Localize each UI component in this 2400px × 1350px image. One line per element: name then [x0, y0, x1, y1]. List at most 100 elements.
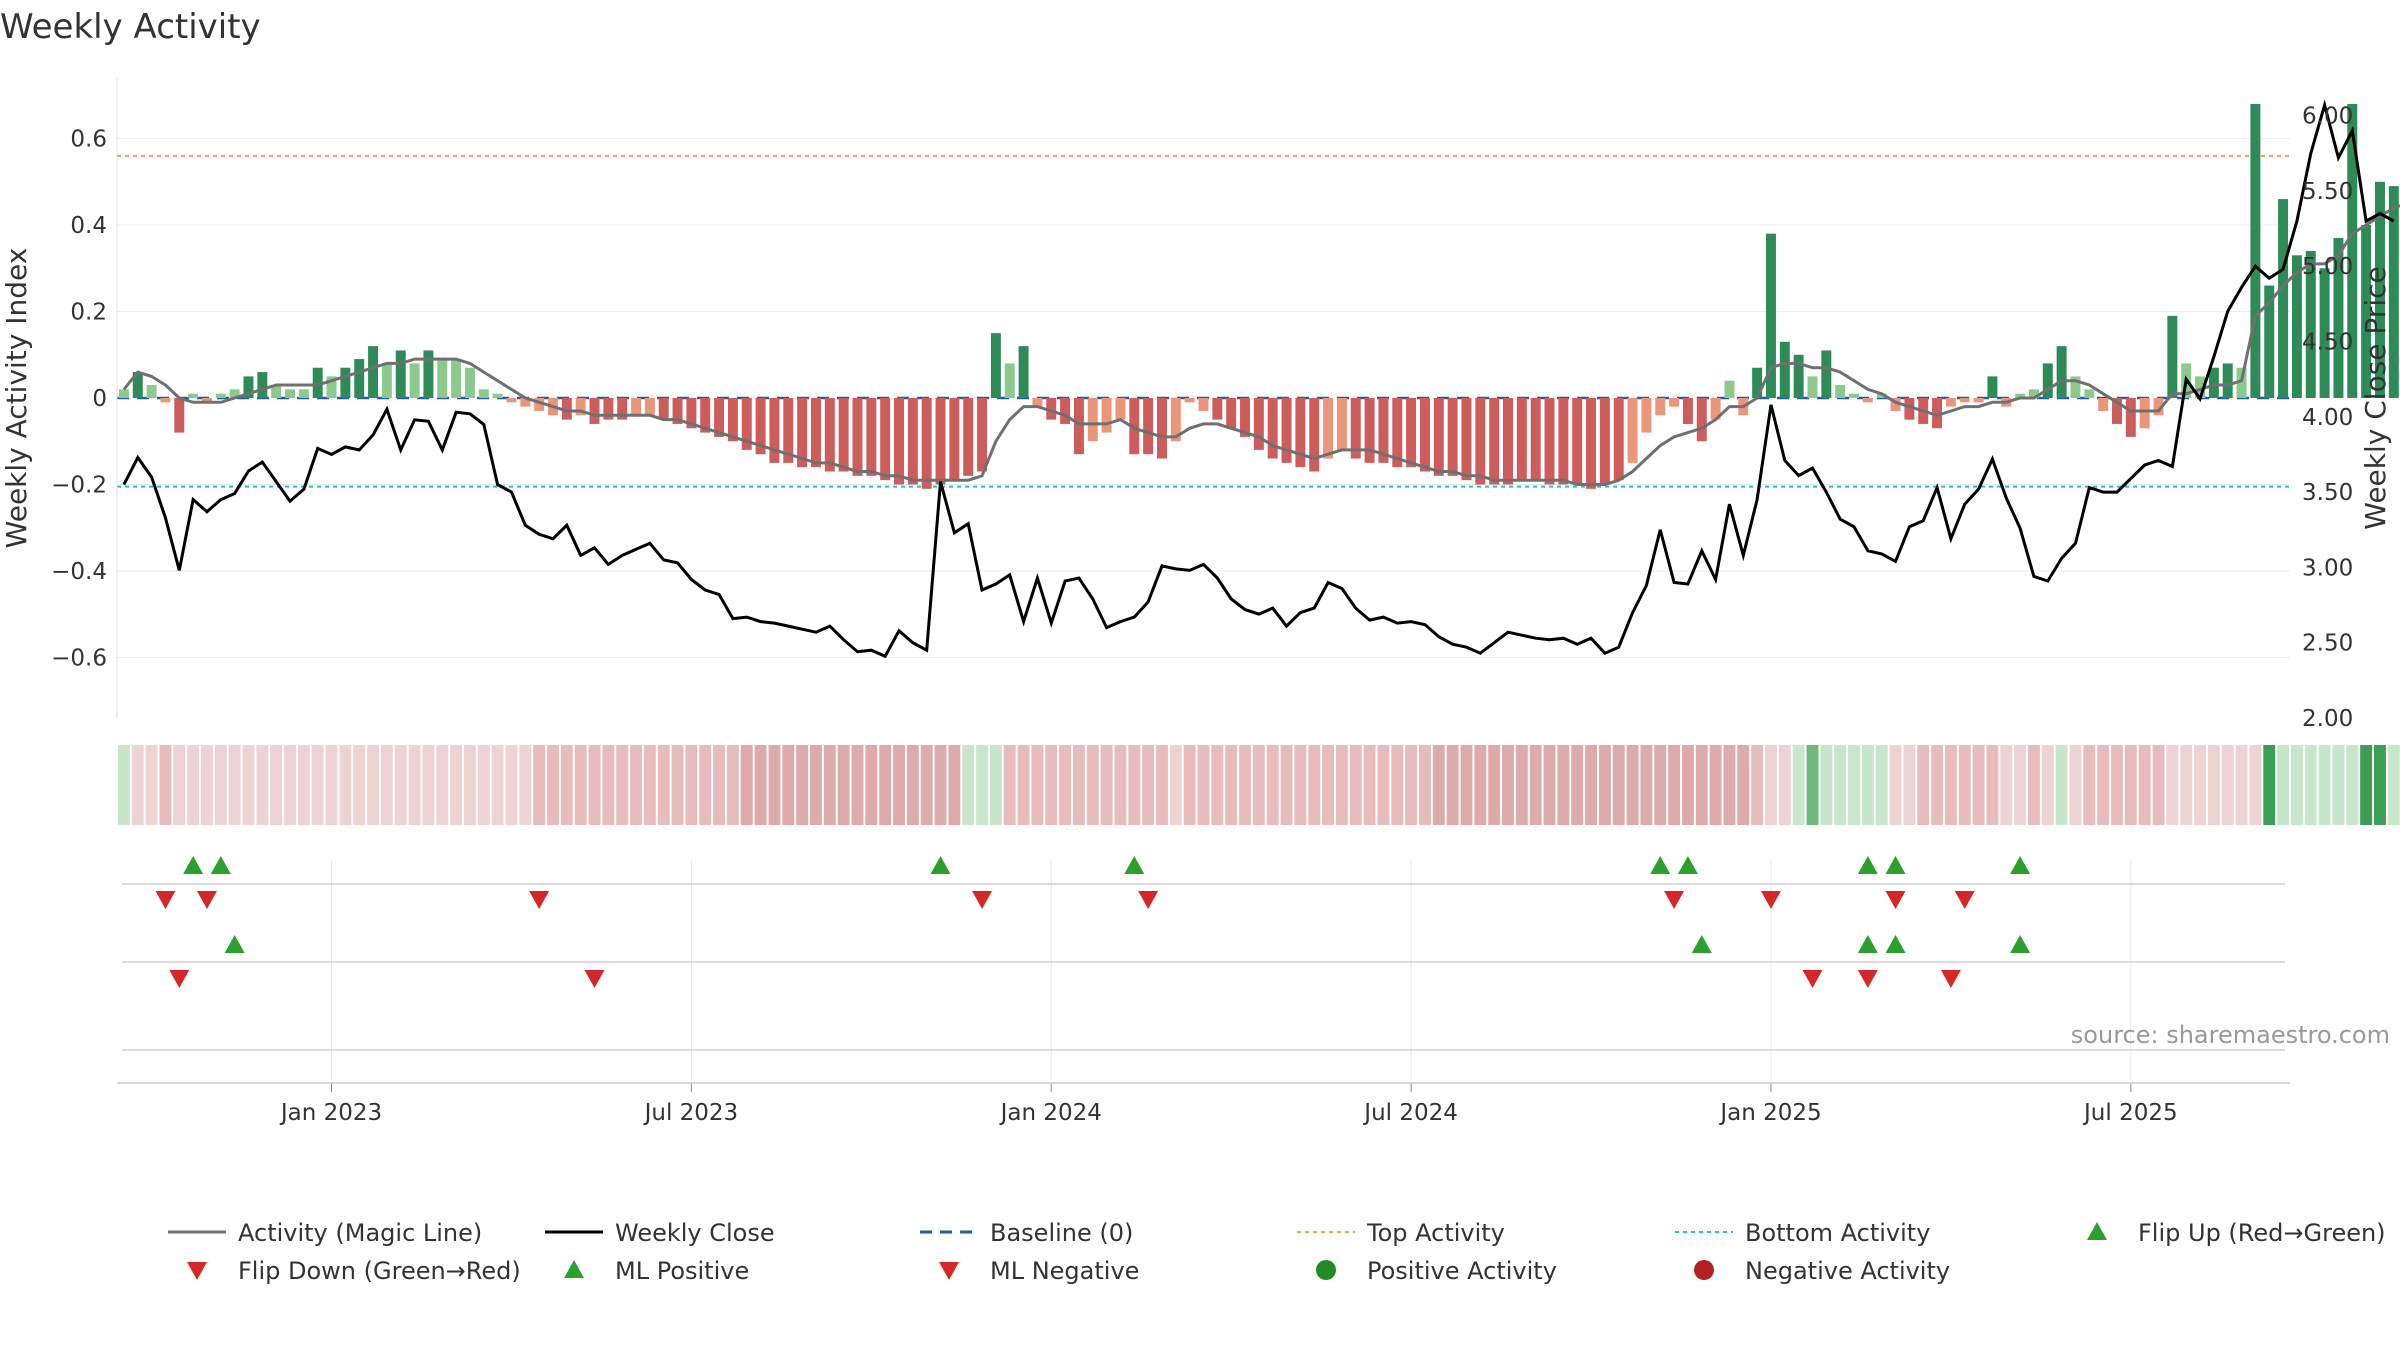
activity-bar — [1876, 393, 1887, 398]
ribbon-cell — [242, 745, 255, 825]
activity-bar — [755, 398, 766, 455]
activity-bar — [1046, 398, 1057, 420]
ribbon-cell — [408, 745, 421, 825]
right-tick-label: 3.00 — [2302, 555, 2353, 581]
ribbon-cell — [1252, 745, 1265, 825]
flip-down-marker — [972, 891, 993, 909]
ribbon-cell — [851, 745, 864, 825]
activity-bar — [741, 398, 752, 450]
flip-up-marker — [1650, 856, 1671, 874]
activity-bar — [451, 359, 462, 398]
ml-positive-marker — [224, 935, 245, 953]
activity-bar — [132, 372, 143, 398]
flip-up-marker — [1885, 856, 1906, 874]
ribbon-cell — [1322, 745, 1335, 825]
left-tick-label: 0.2 — [70, 300, 107, 326]
ribbon-cell — [187, 745, 200, 825]
flip-down-marker — [155, 891, 176, 909]
ribbon-cell — [519, 745, 532, 825]
ribbon-cell — [2360, 745, 2373, 825]
ribbon-cell — [1958, 745, 1971, 825]
activity-bar — [1779, 341, 1790, 398]
ribbon-cell — [726, 745, 739, 825]
ribbon-cell — [893, 745, 905, 825]
legend-item: Weekly Close — [545, 1219, 775, 1247]
activity-bar — [644, 398, 655, 416]
ribbon-cell — [1709, 745, 1722, 825]
activity-bar — [1655, 398, 1666, 416]
ribbon-cell — [1308, 745, 1321, 825]
ribbon-cell — [1197, 745, 1210, 825]
legend-label: Positive Activity — [1367, 1257, 1557, 1285]
ribbon-cell — [1723, 745, 1736, 825]
ribbon-cell — [1903, 745, 1916, 825]
activity-bar — [769, 398, 780, 463]
activity-bar — [2305, 250, 2316, 398]
ribbon-cell — [311, 745, 324, 825]
flip-up-marker — [2010, 856, 2031, 874]
ribbon-cell — [934, 745, 947, 825]
activity-bar — [1724, 380, 1735, 398]
ribbon-cell — [1571, 745, 1584, 825]
activity-bar — [534, 398, 545, 411]
activity-ribbon — [117, 745, 2400, 825]
ribbon-cell — [643, 745, 656, 825]
ribbon-cell — [2346, 745, 2359, 825]
activity-bar — [2236, 367, 2247, 398]
ribbon-cell — [1128, 745, 1141, 825]
activity-bar — [1253, 398, 1264, 450]
ribbon-cell — [2332, 745, 2345, 825]
right-tick-label: 6.00 — [2302, 104, 2353, 130]
activity-bar — [215, 393, 226, 398]
ribbon-cell — [1861, 745, 1874, 825]
ribbon-cell — [2069, 745, 2082, 825]
activity-bar — [285, 389, 295, 398]
activity-bar — [2056, 346, 2067, 398]
ribbon-cell — [2194, 745, 2206, 825]
legend-label: Activity (Magic Line) — [238, 1219, 482, 1247]
legend-swatch — [187, 1262, 207, 1280]
x-tick-label: Jul 2025 — [2082, 1100, 2178, 1126]
activity-bar — [2374, 181, 2385, 398]
ribbon-cell — [2111, 745, 2123, 825]
ribbon-cell — [2083, 745, 2096, 825]
activity-bar — [229, 389, 240, 398]
flip-down-marker — [1760, 891, 1781, 909]
activity-bar — [1018, 346, 1029, 398]
right-tick-label: 5.00 — [2302, 254, 2353, 280]
ribbon-cell — [2249, 745, 2262, 825]
weekly-close-line — [122, 99, 2395, 659]
ribbon-cell — [1405, 745, 1418, 825]
activity-bar — [1392, 398, 1403, 468]
ribbon-cell — [1751, 745, 1764, 825]
ribbon-cell — [1059, 745, 1072, 825]
ribbon-cell — [2277, 745, 2290, 825]
ribbon-cell — [1668, 745, 1681, 825]
activity-bar — [838, 398, 849, 472]
activity-bar — [1419, 398, 1430, 472]
activity-bar — [921, 398, 932, 489]
ribbon-cell — [1875, 745, 1888, 825]
grid — [117, 138, 2290, 1080]
ribbon-cell — [2000, 745, 2013, 825]
activity-bar — [1627, 398, 1638, 463]
right-tick-label: 3.50 — [2302, 480, 2353, 506]
source-note: source: sharemaestro.com — [2071, 1021, 2390, 1049]
legend-label: Flip Up (Red→Green) — [2138, 1219, 2386, 1247]
activity-bar — [2070, 376, 2081, 398]
activity-bar — [1115, 398, 1126, 420]
activity-bar — [464, 367, 475, 398]
legend-label: Negative Activity — [1745, 1257, 1950, 1285]
ribbon-cell — [270, 745, 283, 825]
activity-bars — [118, 103, 2399, 489]
right-tick-label: 2.00 — [2302, 706, 2353, 732]
ribbon-cell — [879, 745, 892, 825]
activity-bar — [686, 398, 697, 429]
activity-bar — [2195, 376, 2206, 398]
activity-bar — [326, 376, 337, 398]
legend-swatch — [1694, 1260, 1714, 1280]
flip-down-marker — [196, 891, 217, 909]
ribbon-cell — [284, 745, 296, 825]
legend-label: Top Activity — [1366, 1219, 1505, 1247]
ribbon-cell — [796, 745, 809, 825]
